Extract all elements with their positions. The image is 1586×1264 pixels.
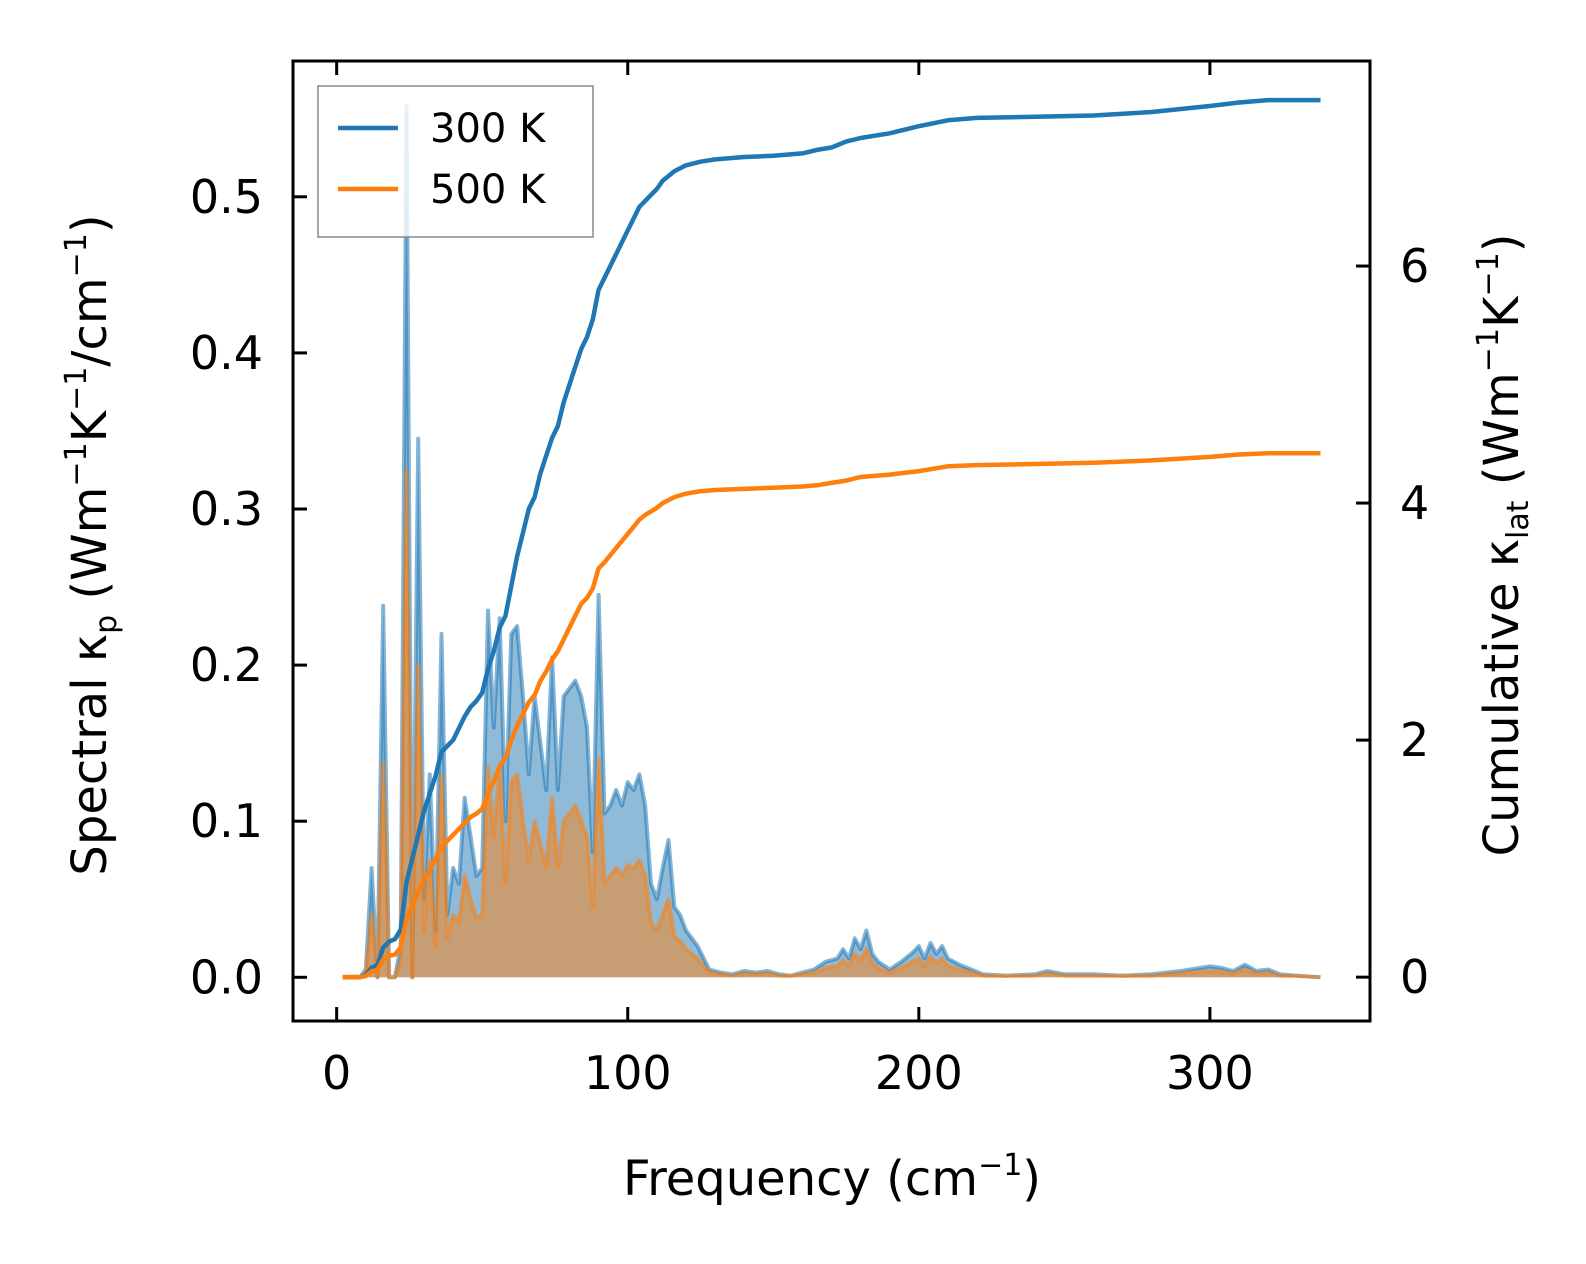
y-axis-left-title: Spectral κp (Wm−1K−1/cm−1) [59, 214, 124, 875]
legend-box [317, 85, 594, 238]
y-right-tick-label: 2 [1400, 713, 1429, 767]
y-left-tick-label: 0.3 [190, 482, 263, 536]
y-right-tick-label: 6 [1400, 239, 1429, 293]
spectral-line-500k [342, 468, 1321, 980]
x-axis-title: Frequency (cm−1) [623, 1148, 1041, 1207]
plot-frame [291, 59, 1372, 1023]
spectral-line-300k [342, 104, 1321, 980]
y-left-tick-label: 0.4 [190, 326, 263, 380]
cumulative-line-300k [342, 97, 1321, 980]
x-tick-label: 0 [322, 1046, 351, 1100]
y-left-tick-label: 0.0 [190, 950, 263, 1004]
y-left-tick-label: 0.1 [190, 794, 263, 848]
plot-area [342, 97, 1321, 980]
legend: 300 K 500 K [317, 85, 594, 238]
cumulative-line-500k [342, 451, 1321, 980]
x-tick-label: 300 [1166, 1046, 1254, 1100]
x-tick-label: 200 [875, 1046, 963, 1100]
legend-label-300k: 300 K [430, 106, 547, 152]
axes: 0 100 200 300 0.0 0.1 0.2 0.3 0.4 0.5 0 2 4 6 [190, 61, 1429, 1100]
x-tick-label: 100 [584, 1046, 672, 1100]
y-left-tick-label: 0.5 [190, 170, 263, 224]
y-left-tick-label: 0.2 [190, 638, 263, 692]
y-right-tick-label: 0 [1400, 950, 1429, 1004]
legend-label-500k: 500 K [430, 167, 547, 213]
y-right-tick-label: 4 [1400, 476, 1429, 530]
y-axis-right-title: Cumulative κlat (Wm−1K−1) [1471, 234, 1536, 857]
